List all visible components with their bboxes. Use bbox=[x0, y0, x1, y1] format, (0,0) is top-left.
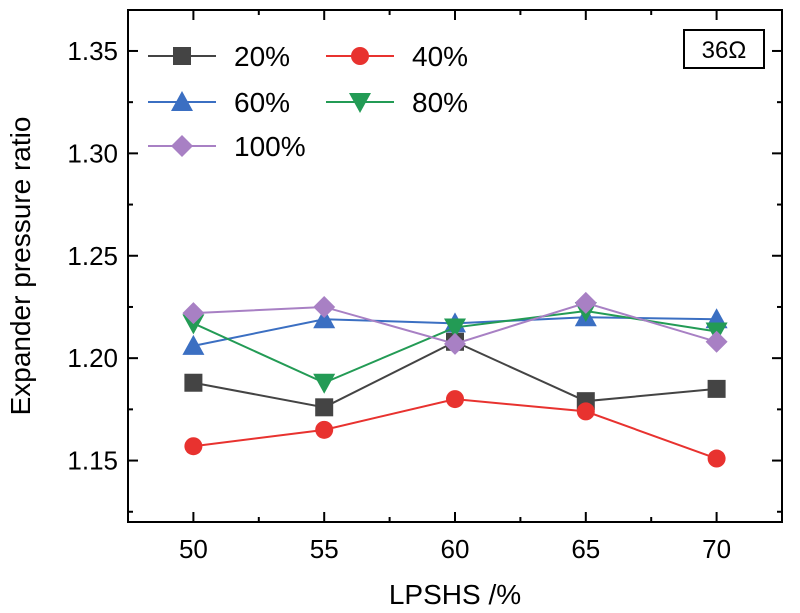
series-100-pct bbox=[182, 291, 728, 355]
legend: 20% 40% 60% 80% 100% bbox=[148, 41, 468, 162]
data-point-40-pct bbox=[184, 437, 203, 456]
data-point-40-pct bbox=[315, 420, 334, 439]
data-point-40-pct bbox=[446, 390, 464, 409]
x-tick-label: 60 bbox=[441, 534, 470, 564]
data-point-100-pct bbox=[444, 332, 466, 355]
data-point-100-pct bbox=[574, 291, 597, 314]
y-tick-label: 1.15 bbox=[67, 446, 118, 476]
data-point-40-pct bbox=[707, 449, 726, 468]
data-point-80-pct bbox=[182, 314, 205, 335]
legend-marker bbox=[349, 93, 371, 113]
ticks-layer: 50 55 60 65 70 1.15 1.20 1.25 1.30 1.35 bbox=[67, 10, 783, 564]
data-point-40-pct bbox=[576, 402, 595, 421]
legend-label: 40% bbox=[412, 41, 468, 72]
data-point-20-pct bbox=[315, 398, 334, 417]
legend-item-80-pct: 80% bbox=[326, 87, 468, 118]
data-point-80-pct bbox=[444, 318, 466, 339]
x-tick-label: 70 bbox=[702, 534, 731, 564]
y-tick-label: 1.35 bbox=[67, 36, 118, 66]
x-tick-label: 55 bbox=[310, 534, 339, 564]
data-point-80-pct bbox=[313, 373, 336, 394]
data-point-100-pct bbox=[705, 330, 728, 353]
legend-marker bbox=[351, 47, 369, 65]
y-tick-label: 1.20 bbox=[67, 343, 118, 373]
legend-marker bbox=[171, 91, 193, 111]
x-tick-label: 50 bbox=[179, 534, 208, 564]
y-axis-title: Expander pressure ratio bbox=[5, 117, 36, 416]
data-point-100-pct bbox=[313, 295, 336, 318]
legend-item-60-pct: 60% bbox=[148, 87, 290, 118]
y-tick-label: 1.30 bbox=[67, 138, 118, 168]
series-layer bbox=[182, 291, 728, 468]
annotation-box: 36Ω bbox=[683, 29, 765, 69]
legend-item-20-pct: 20% bbox=[148, 41, 290, 72]
data-point-60-pct bbox=[182, 334, 205, 355]
data-point-100-pct bbox=[182, 302, 205, 325]
legend-item-40-pct: 40% bbox=[326, 41, 468, 72]
x-axis-title: LPSHS /% bbox=[389, 579, 521, 610]
legend-label: 20% bbox=[234, 41, 290, 72]
data-point-60-pct bbox=[313, 308, 336, 329]
series-40-pct bbox=[184, 390, 726, 468]
legend-marker bbox=[171, 135, 193, 157]
data-point-20-pct bbox=[184, 373, 203, 392]
y-tick-label: 1.25 bbox=[67, 241, 118, 271]
legend-label: 100% bbox=[234, 131, 306, 162]
annotation-label: 36Ω bbox=[702, 37, 747, 64]
legend-marker bbox=[173, 47, 191, 65]
legend-label: 60% bbox=[234, 87, 290, 118]
legend-item-100-pct: 100% bbox=[148, 131, 306, 162]
legend-label: 80% bbox=[412, 87, 468, 118]
annotation-frame bbox=[683, 29, 765, 69]
x-tick-label: 65 bbox=[571, 534, 600, 564]
data-point-20-pct bbox=[707, 379, 726, 398]
